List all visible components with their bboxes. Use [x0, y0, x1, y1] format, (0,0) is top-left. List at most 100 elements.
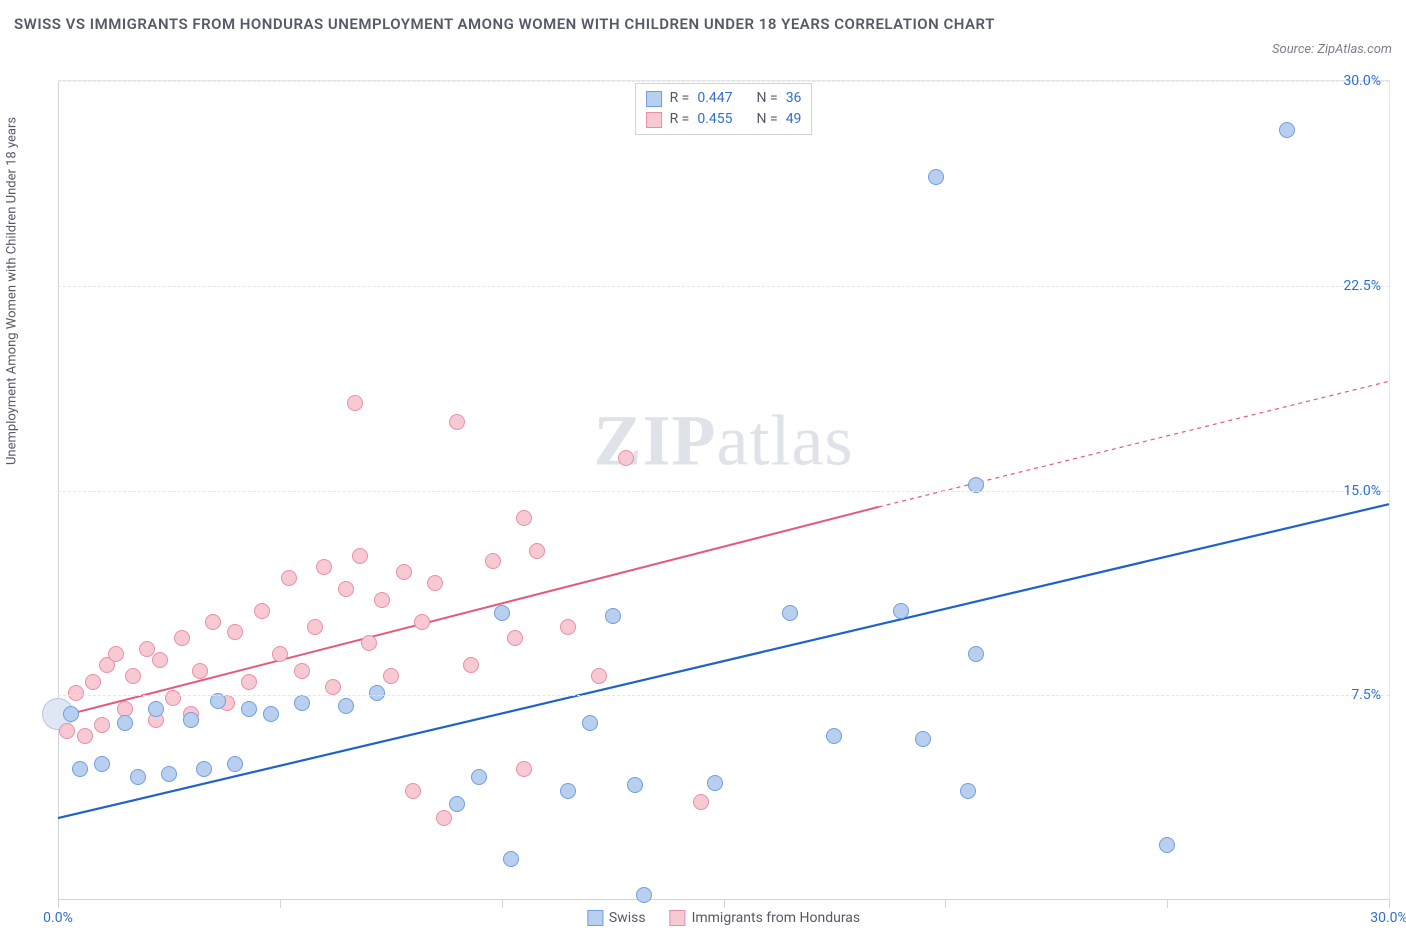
- scatter-chart: ZIPatlas R = 0.447 N = 36 R = 0.455 N = …: [58, 80, 1390, 900]
- n-value-honduras: 49: [786, 109, 802, 130]
- point-swiss: [161, 766, 177, 782]
- point-swiss: [449, 796, 465, 812]
- point-honduras: [463, 657, 479, 673]
- point-swiss: [627, 777, 643, 793]
- point-honduras: [316, 559, 332, 575]
- point-honduras: [352, 548, 368, 564]
- point-honduras: [693, 794, 709, 810]
- point-honduras: [516, 510, 532, 526]
- point-honduras: [227, 624, 243, 640]
- swatch-swiss: [587, 910, 603, 926]
- n-label: N =: [757, 109, 778, 130]
- x-tick: [1167, 900, 1168, 908]
- series-label-honduras: Immigrants from Honduras: [692, 910, 861, 926]
- point-swiss: [968, 646, 984, 662]
- point-swiss: [915, 731, 931, 747]
- point-swiss: [503, 851, 519, 867]
- point-honduras: [414, 614, 430, 630]
- point-swiss: [183, 712, 199, 728]
- point-honduras: [192, 663, 208, 679]
- point-honduras: [436, 810, 452, 826]
- point-honduras: [174, 630, 190, 646]
- point-honduras: [125, 668, 141, 684]
- point-swiss: [928, 169, 944, 185]
- point-swiss: [117, 715, 133, 731]
- y-tick-label: 30.0%: [1343, 73, 1381, 89]
- point-swiss: [63, 706, 79, 722]
- point-swiss: [196, 761, 212, 777]
- point-honduras: [405, 783, 421, 799]
- swatch-swiss: [646, 91, 662, 107]
- r-value-honduras: 0.455: [697, 109, 732, 130]
- series-label-swiss: Swiss: [609, 910, 646, 926]
- stats-row-honduras: R = 0.455 N = 49: [646, 109, 802, 130]
- point-honduras: [254, 603, 270, 619]
- point-swiss: [636, 887, 652, 903]
- point-swiss: [1159, 837, 1175, 853]
- point-swiss: [605, 608, 621, 624]
- point-honduras: [396, 564, 412, 580]
- point-swiss: [582, 715, 598, 731]
- x-tick-label: 30.0%: [1370, 910, 1406, 926]
- gridline: [58, 491, 1389, 492]
- point-honduras: [347, 395, 363, 411]
- point-swiss: [338, 698, 354, 714]
- point-swiss: [148, 701, 164, 717]
- point-honduras: [507, 630, 523, 646]
- r-label: R =: [670, 109, 690, 130]
- chart-title: SWISS VS IMMIGRANTS FROM HONDURAS UNEMPL…: [14, 12, 1114, 36]
- point-honduras: [325, 679, 341, 695]
- point-swiss: [707, 775, 723, 791]
- point-swiss: [960, 783, 976, 799]
- point-honduras: [241, 674, 257, 690]
- y-tick-label: 7.5%: [1351, 687, 1381, 703]
- gridline: [58, 286, 1389, 287]
- n-label: N =: [757, 88, 778, 109]
- x-tick: [502, 900, 503, 908]
- point-honduras: [374, 592, 390, 608]
- r-value-swiss: 0.447: [697, 88, 732, 109]
- n-value-swiss: 36: [786, 88, 802, 109]
- point-honduras: [338, 581, 354, 597]
- x-tick-label: 0.0%: [43, 910, 73, 926]
- point-swiss: [560, 783, 576, 799]
- gridline: [58, 695, 1389, 696]
- point-swiss: [227, 756, 243, 772]
- stats-legend: R = 0.447 N = 36 R = 0.455 N = 49: [635, 83, 813, 135]
- point-swiss: [782, 605, 798, 621]
- source-attribution: Source: ZipAtlas.com: [1272, 42, 1392, 57]
- swatch-honduras: [646, 112, 662, 128]
- point-honduras: [59, 723, 75, 739]
- point-honduras: [591, 668, 607, 684]
- point-swiss: [893, 603, 909, 619]
- point-honduras: [427, 575, 443, 591]
- point-honduras: [361, 635, 377, 651]
- x-tick: [1389, 900, 1390, 908]
- point-swiss: [369, 685, 385, 701]
- point-honduras: [449, 414, 465, 430]
- point-swiss: [1279, 122, 1295, 138]
- point-swiss: [826, 728, 842, 744]
- point-swiss: [494, 605, 510, 621]
- point-honduras: [516, 761, 532, 777]
- point-honduras: [281, 570, 297, 586]
- x-tick: [945, 900, 946, 908]
- point-honduras: [152, 652, 168, 668]
- point-swiss: [94, 756, 110, 772]
- point-honduras: [560, 619, 576, 635]
- point-swiss: [294, 695, 310, 711]
- point-swiss: [72, 761, 88, 777]
- point-honduras: [165, 690, 181, 706]
- y-axis-label: Unemployment Among Women with Children U…: [5, 117, 20, 465]
- y-tick-label: 22.5%: [1343, 278, 1381, 294]
- swatch-honduras: [670, 910, 686, 926]
- point-swiss: [130, 769, 146, 785]
- point-honduras: [529, 543, 545, 559]
- point-swiss: [471, 769, 487, 785]
- point-honduras: [94, 717, 110, 733]
- point-honduras: [272, 646, 288, 662]
- point-honduras: [108, 646, 124, 662]
- x-tick: [280, 900, 281, 908]
- point-honduras: [205, 614, 221, 630]
- y-tick-label: 15.0%: [1343, 483, 1381, 499]
